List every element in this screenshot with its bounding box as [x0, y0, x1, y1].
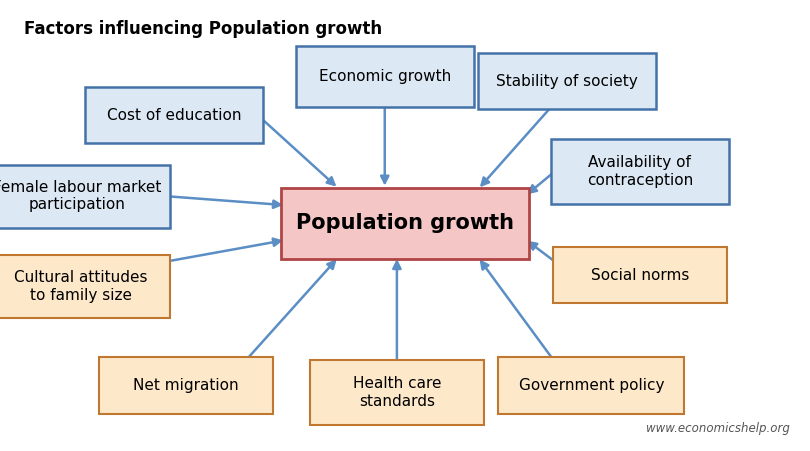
Text: Female labour market
participation: Female labour market participation	[0, 180, 161, 212]
Text: Availability of
contraception: Availability of contraception	[586, 155, 693, 188]
Text: Population growth: Population growth	[296, 213, 514, 233]
Text: www.economicshelp.org: www.economicshelp.org	[646, 422, 790, 435]
FancyBboxPatch shape	[0, 255, 170, 318]
Text: Cultural attitudes
to family size: Cultural attitudes to family size	[15, 270, 147, 303]
FancyBboxPatch shape	[99, 357, 273, 414]
FancyBboxPatch shape	[296, 46, 474, 107]
Text: Social norms: Social norms	[590, 267, 689, 283]
Text: Stability of society: Stability of society	[496, 74, 638, 89]
Text: Factors influencing Population growth: Factors influencing Population growth	[24, 20, 382, 38]
Text: Government policy: Government policy	[518, 378, 664, 393]
FancyBboxPatch shape	[309, 360, 484, 425]
Text: Health care
standards: Health care standards	[352, 376, 441, 409]
Text: Cost of education: Cost of education	[107, 107, 241, 123]
FancyBboxPatch shape	[551, 139, 729, 204]
FancyBboxPatch shape	[85, 87, 263, 143]
FancyBboxPatch shape	[0, 165, 170, 228]
FancyBboxPatch shape	[552, 247, 727, 303]
FancyBboxPatch shape	[498, 357, 684, 414]
Text: Net migration: Net migration	[134, 378, 239, 393]
Text: Economic growth: Economic growth	[318, 69, 451, 84]
FancyBboxPatch shape	[478, 53, 656, 110]
FancyBboxPatch shape	[282, 188, 529, 259]
